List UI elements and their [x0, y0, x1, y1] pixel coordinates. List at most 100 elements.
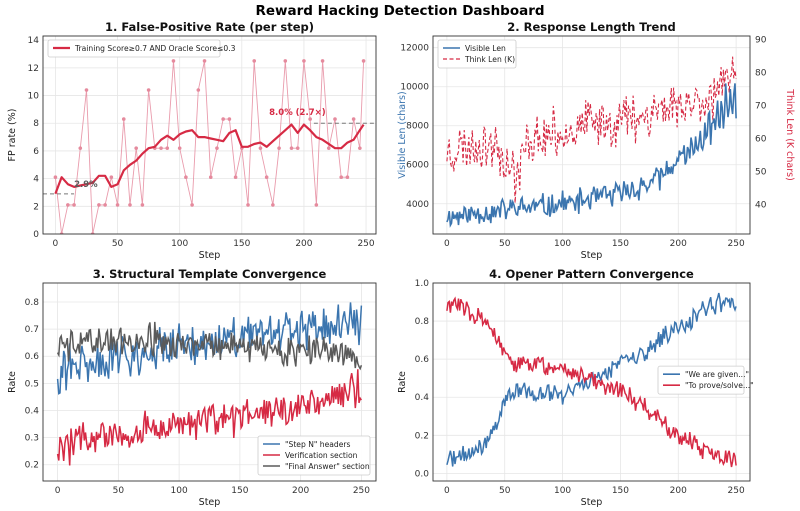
y-tick-label: 10000 — [400, 83, 429, 93]
x-tick-label: 250 — [728, 486, 745, 496]
y2-tick-label: 70 — [755, 101, 767, 111]
data-point — [320, 59, 325, 63]
data-point — [361, 59, 366, 63]
legend-box — [437, 39, 517, 69]
x-tick-label: 50 — [113, 486, 125, 496]
y-tick-label: 1.0 — [415, 279, 430, 289]
plot-area — [446, 56, 737, 228]
series-line-3 — [56, 321, 363, 371]
data-point — [227, 117, 232, 121]
y2-tick-label: 40 — [755, 200, 767, 210]
plot-frame — [42, 282, 377, 482]
data-point — [221, 117, 225, 121]
y-tick-label: 0.0 — [415, 469, 430, 479]
data-point — [97, 203, 101, 207]
data-point — [134, 146, 138, 150]
chart-title: 3. Structural Template Convergence — [93, 267, 327, 281]
data-point — [115, 203, 120, 207]
y2-tick-label: 50 — [755, 167, 767, 177]
y-tick-label: 6000 — [406, 161, 429, 171]
x-tick-label: 150 — [612, 486, 629, 496]
data-point — [215, 146, 219, 150]
y-tick-label: 14 — [28, 36, 40, 46]
chart-title: 4. Opener Pattern Convergence — [489, 267, 694, 281]
y-tick-label: 4 — [33, 175, 39, 185]
data-point — [165, 146, 170, 150]
legend-label: Verification section — [285, 451, 358, 460]
y-tick-label: 0.5 — [25, 379, 39, 389]
y2-tick-label: 90 — [755, 35, 767, 45]
legend: "We are given..." "To prove/solve..." — [657, 365, 754, 395]
legend: "Step N" headers Verification section "Fin… — [257, 435, 371, 476]
series-line-2 — [56, 369, 363, 466]
plot-area — [56, 302, 363, 466]
x-tick-label: 250 — [357, 239, 374, 249]
x-tick-label: 0 — [53, 239, 59, 249]
y-tick-label: 0.2 — [25, 461, 39, 471]
plot-frame — [432, 282, 751, 482]
x-axis-label: Step — [199, 497, 221, 508]
data-point — [264, 175, 269, 180]
x-tick-label: 200 — [670, 239, 687, 249]
chart-2: 2. Response Length Trend 0 50 100 150 200 250 4… — [397, 20, 795, 261]
legend: Training Score≥0.7 AND Oracle Score≤0.3 — [47, 39, 236, 58]
series-line-smoothed — [54, 123, 365, 195]
data-point — [53, 175, 58, 180]
annotation-label: 2.9% — [74, 180, 98, 190]
plot-frame — [432, 35, 751, 235]
legend-box — [657, 365, 745, 395]
data-point — [109, 175, 114, 180]
plot-frame — [42, 35, 377, 235]
data-point — [283, 59, 288, 63]
y-axis-label: Visible Len (chars) — [397, 91, 408, 178]
chart-1: 1. False-Positive Rate (per step)0 50 100 1… — [7, 20, 377, 261]
series-line-1 — [56, 302, 363, 395]
y-tick-label: 0.4 — [25, 406, 40, 416]
data-point — [128, 203, 132, 207]
series-line-visible-len — [446, 83, 737, 228]
data-point — [351, 117, 356, 121]
y-axis-label: FP rate (%) — [7, 109, 18, 162]
data-point — [302, 59, 306, 63]
y2-tick-label: 60 — [755, 134, 767, 144]
y2-axis-label: Think Len (K chars) — [784, 88, 795, 181]
data-point — [233, 175, 238, 180]
x-tick-label: 150 — [233, 239, 250, 249]
x-tick-label: 200 — [295, 239, 312, 249]
data-point — [314, 203, 319, 207]
x-tick-label: 250 — [728, 239, 745, 249]
plot-area — [43, 59, 376, 234]
annotation-label: 8.0% (2.7×) — [269, 108, 326, 118]
data-point — [177, 146, 182, 150]
y2-tick-label: 80 — [755, 68, 767, 78]
x-tick-label: 50 — [499, 239, 511, 249]
data-point — [121, 117, 126, 121]
chart-title: 1. False-Positive Rate (per step) — [105, 20, 314, 34]
data-point — [252, 59, 257, 63]
y-tick-label: 8 — [33, 119, 39, 129]
y-axis-label: Rate — [397, 371, 408, 393]
x-axis-label: Step — [199, 250, 221, 261]
x-tick-label: 0 — [444, 486, 450, 496]
data-point — [103, 203, 107, 207]
data-point — [345, 175, 350, 180]
data-point — [184, 175, 188, 180]
data-point — [196, 88, 201, 92]
y-tick-label: 12 — [28, 64, 39, 74]
dashboard-title: Reward Hacking Detection Dashboard — [255, 3, 544, 19]
legend-box — [257, 435, 371, 476]
series-line-think-len — [446, 56, 737, 204]
chart-3: 3. Structural Template Convergence 0 50 100… — [7, 267, 377, 508]
legend: Visible Len Think Len (K) — [437, 39, 517, 69]
y-tick-label: 2 — [33, 202, 39, 212]
data-point — [295, 146, 300, 150]
data-point — [140, 203, 145, 207]
plot-area — [446, 292, 737, 468]
data-point — [277, 146, 281, 150]
y-tick-label: 0.6 — [25, 352, 40, 362]
legend-label: Visible Len — [465, 44, 506, 53]
legend-label: "We are given..." — [685, 370, 749, 379]
y-tick-label: 0.3 — [25, 434, 39, 444]
